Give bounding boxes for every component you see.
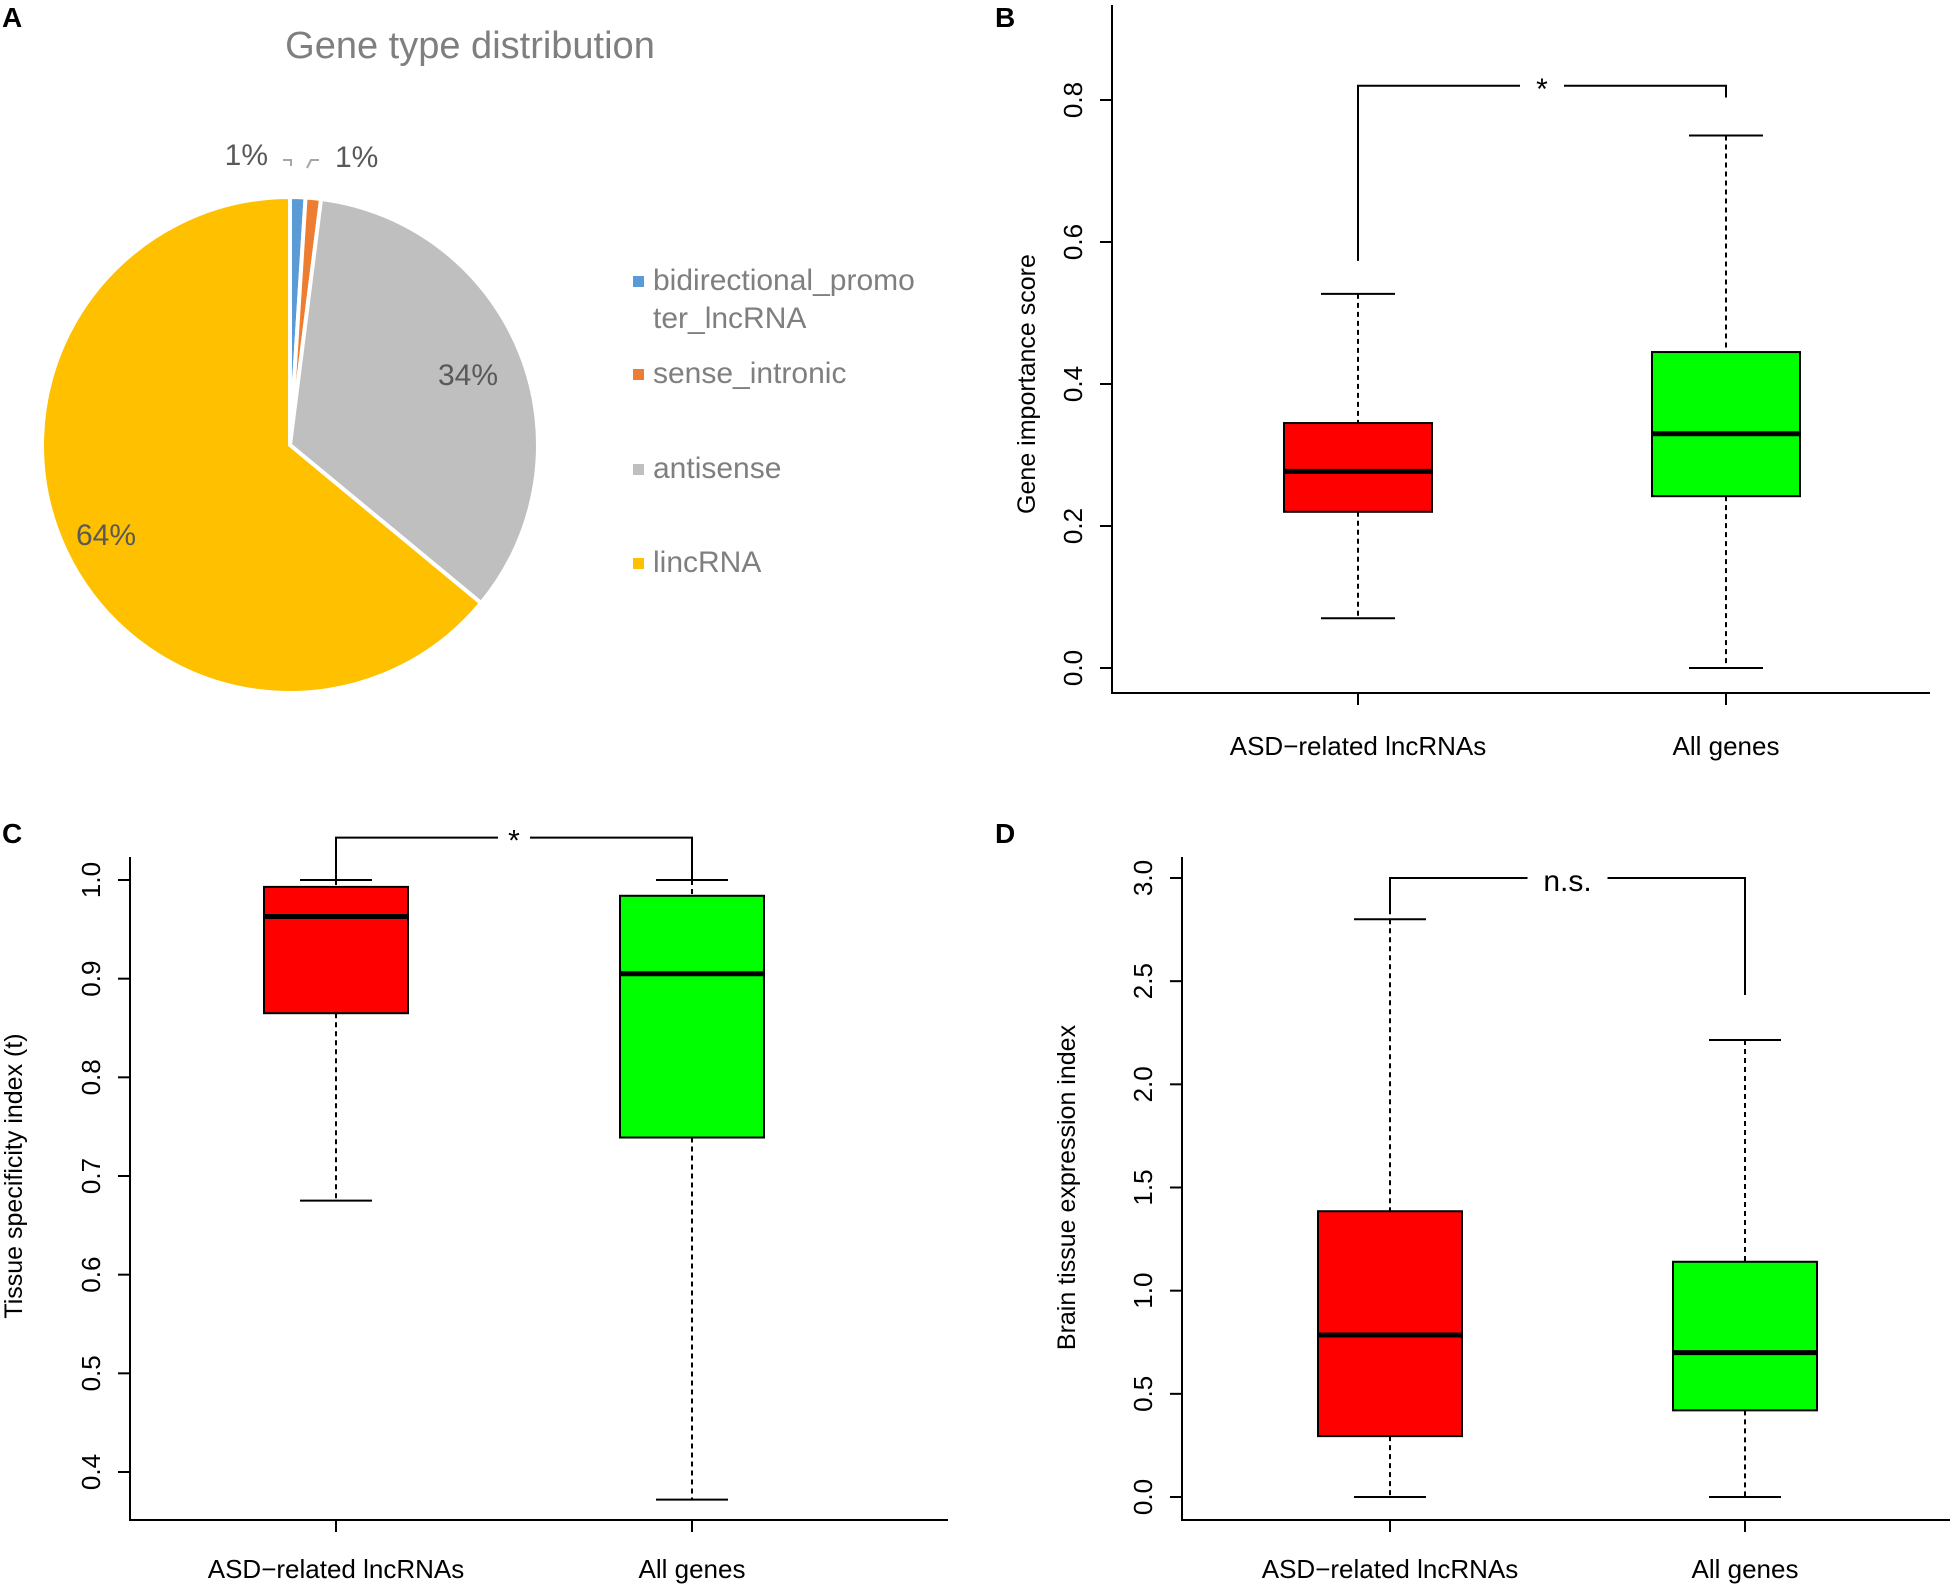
x-category-label: ASD−related lncRNAs <box>1262 1554 1519 1584</box>
legend-swatch <box>633 464 644 475</box>
legend-swatch <box>633 276 644 287</box>
significance-bracket-left <box>335 836 498 880</box>
significance-bracket-left <box>1389 877 1528 915</box>
legend-swatch <box>633 558 644 569</box>
y-tick-label: 3.0 <box>1128 860 1158 896</box>
x-category-label: ASD−related lncRNAs <box>208 1554 465 1584</box>
y-tick-label: 2.5 <box>1128 963 1158 999</box>
pie-chart-panel: Gene type distribution 1% 1% 34% 64% bidirect… <box>40 25 915 695</box>
y-tick-label: 0.8 <box>76 1059 106 1095</box>
significance-label: * <box>1536 73 1548 106</box>
y-tick-label: 0.5 <box>76 1355 106 1391</box>
y-tick-label: 0.5 <box>1128 1376 1158 1412</box>
iqr-box <box>1651 351 1801 498</box>
legend-label: sense_intronic <box>653 357 846 390</box>
iqr-box <box>619 894 765 1139</box>
pie-title: Gene type distribution <box>285 25 655 67</box>
box-all-genes <box>1672 1038 1818 1498</box>
slice-percent-label: 64% <box>76 519 136 552</box>
y-axis-label: Brain tissue expression index <box>1053 1024 1081 1350</box>
iqr-box <box>1672 1260 1818 1412</box>
box-asd-related-lncrnas <box>263 879 409 1202</box>
axis-frame <box>1111 5 1930 694</box>
y-tick-label: 0.0 <box>1058 650 1088 686</box>
slice-percent-label: 1% <box>225 139 268 172</box>
boxplot-panel-gene-importance: 0.0 0.2 0.4 0.6 0.8 Gene importance score ASD−… <box>1013 5 1930 761</box>
pie-slice-antisense <box>287 196 540 606</box>
y-tick-label: 0.2 <box>1058 508 1088 544</box>
y-axis-label: Tissue specificity index (t) <box>0 1033 28 1318</box>
y-tick-label: 0.4 <box>76 1454 106 1490</box>
x-category-label: All genes <box>1692 1554 1799 1584</box>
box-asd-related-lncrnas <box>1283 292 1433 620</box>
significance-bracket-left <box>1357 84 1520 261</box>
boxplot-panel-tissue-specificity: 0.4 0.5 0.6 0.7 0.8 0.9 1.0 Tissue specificity … <box>0 825 948 1584</box>
box-all-genes <box>1651 134 1801 669</box>
y-tick-label: 0.4 <box>1058 366 1088 402</box>
significance-label: * <box>508 825 520 858</box>
y-tick-label: 1.0 <box>76 862 106 898</box>
boxplot-panel-brain-expression: 0.0 0.5 1.0 1.5 2.0 2.5 3.0 Brain tissue expres… <box>1053 857 1950 1584</box>
slice-percent-label: 1% <box>335 141 378 174</box>
iqr-box <box>1317 1210 1463 1438</box>
y-tick-label: 0.9 <box>76 961 106 997</box>
panel-letter-a: A <box>2 2 22 33</box>
y-tick-label: 0.8 <box>1058 82 1088 118</box>
legend-label: lincRNA <box>653 546 761 579</box>
legend-label: antisense <box>653 452 781 485</box>
box-asd-related-lncrnas <box>1317 918 1463 1498</box>
leader-line <box>283 159 292 166</box>
slice-percent-label: 34% <box>438 359 498 392</box>
y-tick-label: 0.0 <box>1128 1479 1158 1515</box>
x-category-label: ASD−related lncRNAs <box>1230 731 1487 761</box>
x-category-label: All genes <box>639 1554 746 1584</box>
y-tick-label: 0.7 <box>76 1158 106 1194</box>
y-tick-label: 0.6 <box>76 1257 106 1293</box>
y-tick-label: 1.5 <box>1128 1169 1158 1205</box>
legend-label: bidirectional_promo <box>653 264 915 297</box>
x-category-label: All genes <box>1673 731 1780 761</box>
box-all-genes <box>619 879 765 1501</box>
significance-label: n.s. <box>1543 865 1591 898</box>
pie-slice-lincrna <box>40 194 484 695</box>
significance-bracket-right <box>1607 877 1746 995</box>
significance-bracket-right <box>1564 84 1727 98</box>
y-tick-label: 0.6 <box>1058 224 1088 260</box>
iqr-box <box>263 885 409 1015</box>
y-axis-label: Gene importance score <box>1013 254 1041 514</box>
legend-swatch <box>633 369 644 380</box>
axis-frame <box>1181 857 1950 1521</box>
y-tick-label: 1.0 <box>1128 1273 1158 1309</box>
significance-bracket-right <box>530 836 693 880</box>
iqr-box <box>1283 422 1433 513</box>
legend-label: ter_lncRNA <box>653 302 806 335</box>
y-tick-label: 2.0 <box>1128 1066 1158 1102</box>
panel-letter-d: D <box>995 818 1015 849</box>
panel-letter-c: C <box>2 818 22 849</box>
leader-line <box>306 159 319 169</box>
axis-frame <box>129 857 948 1521</box>
panel-letter-b: B <box>995 2 1015 33</box>
